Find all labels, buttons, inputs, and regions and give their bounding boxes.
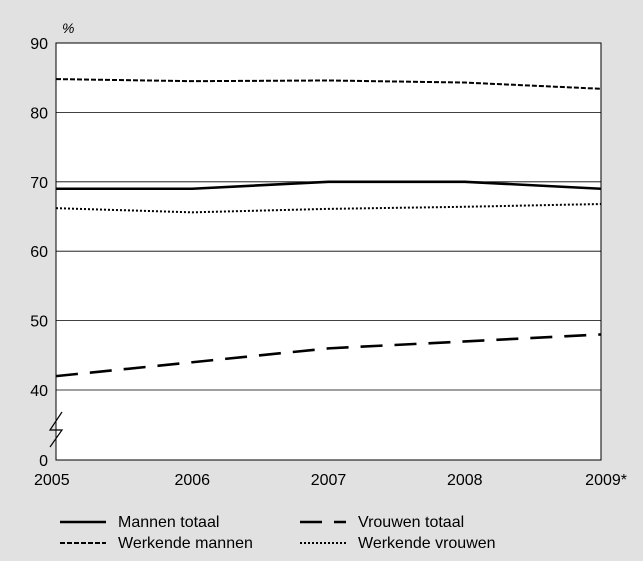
y-tick-label: 80	[30, 105, 48, 122]
y-tick-label: 70	[30, 175, 48, 192]
y-axis-unit: %	[62, 20, 74, 36]
y-tick-label: 0	[39, 453, 48, 470]
legend-label: Mannen totaal	[118, 514, 219, 531]
gridlines	[56, 112, 601, 391]
legend-label: Werkende mannen	[118, 535, 253, 552]
legend-label: Vrouwen totaal	[358, 514, 464, 531]
x-tick-label: 2008	[447, 472, 483, 489]
series-werkende-vrouwen	[55, 203, 602, 214]
series-vrouwen-totaal	[55, 333, 602, 378]
y-tick-label: 40	[30, 383, 48, 400]
x-tick-label: 2007	[311, 472, 347, 489]
y-tick-label: 60	[30, 244, 48, 261]
series-mannen-totaal	[56, 180, 602, 191]
axis-break-marker	[48, 411, 64, 448]
legend: Mannen totaal Vrouwen totaal Werkende mann…	[60, 514, 496, 552]
x-tick-label: 2005	[34, 472, 70, 489]
x-tick-labels: 2005 2006 2007 2008 2009*	[34, 472, 627, 489]
x-tick-label: 2009*	[585, 472, 627, 489]
y-tick-labels: 0 40 50 60 70 80 90	[30, 36, 48, 470]
series-lines	[55, 78, 602, 378]
legend-label: Werkende vrouwen	[358, 535, 496, 552]
x-tick-label: 2006	[174, 472, 210, 489]
y-tick-label: 50	[30, 314, 48, 331]
y-tick-label: 90	[30, 36, 48, 53]
